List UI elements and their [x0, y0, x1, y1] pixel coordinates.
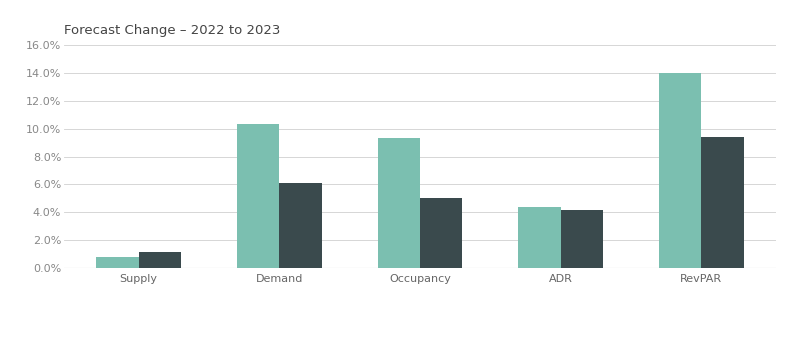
Bar: [518, 207, 561, 268]
Bar: [659, 73, 702, 268]
Bar: [702, 137, 744, 268]
Text: Forecast Change – 2022 to 2023: Forecast Change – 2022 to 2023: [64, 24, 280, 36]
Bar: [237, 125, 279, 268]
Bar: [561, 209, 603, 268]
Bar: [279, 183, 322, 268]
Bar: [378, 138, 420, 268]
Bar: [138, 251, 181, 268]
Bar: [420, 198, 462, 268]
Bar: [96, 257, 138, 268]
